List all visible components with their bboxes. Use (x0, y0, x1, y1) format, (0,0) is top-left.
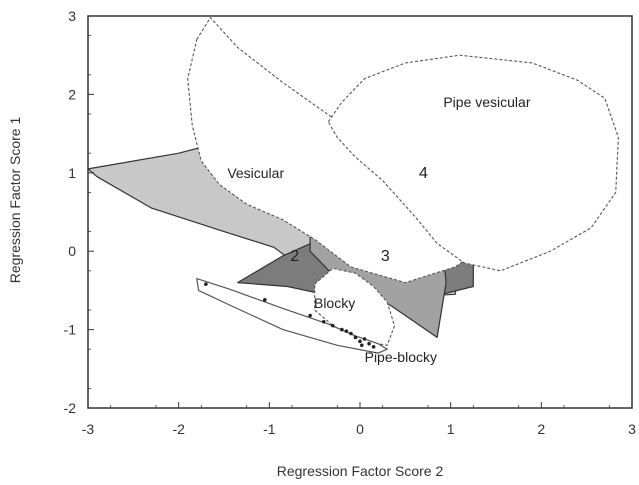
region-vesicular-label: Vesicular (227, 165, 284, 181)
region-2-label: 2 (290, 248, 299, 265)
sample-point (358, 339, 362, 344)
x-tick-label: 3 (628, 421, 636, 437)
sample-point (263, 298, 267, 302)
y-tick-label: 3 (68, 8, 76, 24)
sample-point (308, 313, 312, 318)
region-pipe-blocky (196, 278, 388, 354)
y-tick-label: -2 (64, 400, 77, 416)
y-tick-label: -1 (64, 322, 77, 338)
y-tick-label: 1 (68, 165, 76, 181)
points-layer (204, 282, 376, 349)
sample-point (353, 335, 358, 340)
region-3-label: 3 (381, 248, 390, 265)
x-tick-label: 2 (537, 421, 545, 437)
sample-point (204, 282, 208, 286)
x-tick-label: -2 (172, 421, 185, 437)
sample-point (321, 319, 326, 324)
sample-point (367, 341, 371, 346)
sample-point (371, 345, 376, 349)
x-tick-label: -3 (82, 421, 95, 437)
region-pipe-vesicular-label: Pipe vesicular (443, 94, 530, 110)
sample-point (362, 337, 367, 341)
region-pipe-blocky-label: Pipe-blocky (365, 349, 437, 365)
region-vesicular (187, 17, 479, 284)
region-blocky-label: Blocky (314, 295, 355, 311)
sample-point (349, 331, 353, 336)
x-tick-label: 1 (447, 421, 455, 437)
y-axis-title: Regression Factor Score 1 (7, 117, 23, 284)
x-axis-title: Regression Factor Score 2 (277, 463, 444, 479)
sample-point (360, 343, 364, 348)
region-blocky (314, 267, 396, 346)
y-tick-label: 2 (68, 86, 76, 102)
axes-layer: -3 -2 -1 0 1 2 3 -2 -1 0 1 2 3 (64, 8, 637, 437)
region-4-label: 4 (419, 165, 428, 182)
regions-layer (87, 17, 619, 354)
x-tick-label: -1 (263, 421, 276, 437)
region-pipe-vesicular (327, 54, 619, 272)
region-labels-layer: 4 2 3 Vesicular Pipe vesicular Blocky Pipe-blo… (227, 94, 531, 365)
sample-point (331, 323, 335, 328)
sample-point (340, 327, 344, 332)
sample-point (344, 329, 349, 333)
x-tick-label: 0 (356, 421, 364, 437)
y-tick-label: 0 (68, 243, 76, 259)
